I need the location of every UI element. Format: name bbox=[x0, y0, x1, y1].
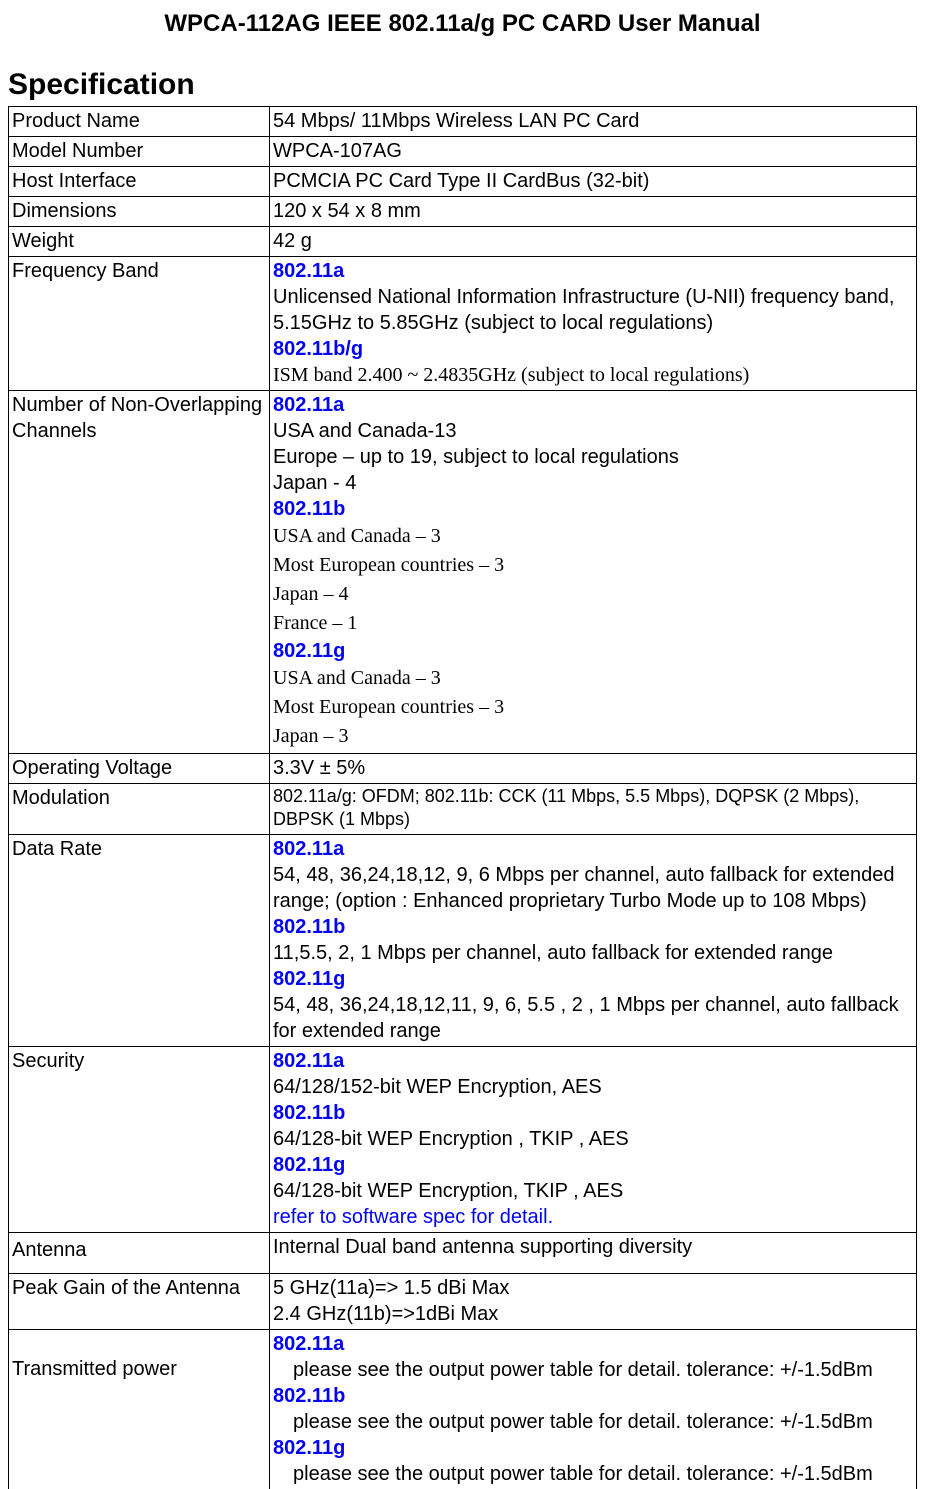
spec-subhead: 802.11g bbox=[273, 638, 913, 664]
table-row: Data Rate 802.11a 54, 48, 36,24,18,12, 9… bbox=[9, 834, 917, 1046]
spec-subhead: 802.11a bbox=[273, 1331, 913, 1357]
spec-text: 2.4 GHz(11b)=>1dBi Max bbox=[273, 1301, 913, 1327]
spec-text: 5.15GHz to 5.85GHz (subject to local reg… bbox=[273, 310, 913, 336]
spec-text: USA and Canada – 3 bbox=[273, 664, 913, 693]
section-heading: Specification bbox=[8, 68, 917, 102]
spec-subhead: 802.11a bbox=[273, 1048, 913, 1074]
spec-text: ISM band 2.400 ~ 2.4835GHz (subject to l… bbox=[273, 362, 913, 388]
spec-text: Japan – 4 bbox=[273, 580, 913, 609]
spec-value: Internal Dual band antenna supporting di… bbox=[270, 1232, 917, 1273]
spec-value: 802.11a 64/128/152-bit WEP Encryption, A… bbox=[270, 1046, 917, 1232]
table-row: Number of Non-Overlapping Channels 802.1… bbox=[9, 391, 917, 754]
spec-subhead: 802.11a bbox=[273, 836, 913, 862]
spec-text: 5 GHz(11a)=> 1.5 dBi Max bbox=[273, 1275, 913, 1301]
spec-label: Number of Non-Overlapping Channels bbox=[9, 391, 270, 754]
spec-text: USA and Canada-13 bbox=[273, 418, 913, 444]
table-row: Modulation 802.11a/g: OFDM; 802.11b: CCK… bbox=[9, 784, 917, 835]
spec-text: Most European countries – 3 bbox=[273, 693, 913, 722]
table-row: Host Interface PCMCIA PC Card Type II Ca… bbox=[9, 167, 917, 197]
spec-text: 11,5.5, 2, 1 Mbps per channel, auto fall… bbox=[273, 940, 913, 966]
spec-label: Weight bbox=[9, 227, 270, 257]
table-row: Operating Voltage 3.3V ± 5% bbox=[9, 754, 917, 784]
spec-label: Data Rate bbox=[9, 834, 270, 1046]
table-row: Dimensions 120 x 54 x 8 mm bbox=[9, 197, 917, 227]
table-row: Transmitted power 802.11a please see the… bbox=[9, 1329, 917, 1489]
spec-text: 54, 48, 36,24,18,12,11, 9, 6, 5.5 , 2 , … bbox=[273, 992, 913, 1044]
table-row: Model Number WPCA-107AG bbox=[9, 137, 917, 167]
spec-label: Operating Voltage bbox=[9, 754, 270, 784]
spec-text: Unlicensed National Information Infrastr… bbox=[273, 284, 913, 310]
table-row: Security 802.11a 64/128/152-bit WEP Encr… bbox=[9, 1046, 917, 1232]
spec-subhead: 802.11a bbox=[273, 258, 913, 284]
table-row: Weight 42 g bbox=[9, 227, 917, 257]
spec-subhead: 802.11b/g bbox=[273, 336, 913, 362]
spec-label: Security bbox=[9, 1046, 270, 1232]
spec-text: 64/128-bit WEP Encryption, TKIP , AES bbox=[273, 1178, 913, 1204]
spec-value: 802.11a Unlicensed National Information … bbox=[270, 257, 917, 391]
spec-subhead: 802.11g bbox=[273, 1152, 913, 1178]
spec-text: USA and Canada – 3 bbox=[273, 522, 913, 551]
spec-value: 802.11a 54, 48, 36,24,18,12, 9, 6 Mbps p… bbox=[270, 834, 917, 1046]
table-row: Antenna Internal Dual band antenna suppo… bbox=[9, 1232, 917, 1273]
spec-text: Europe – up to 19, subject to local regu… bbox=[273, 444, 913, 470]
spec-table: Product Name 54 Mbps/ 11Mbps Wireless LA… bbox=[8, 106, 917, 1489]
spec-label: Transmitted power bbox=[9, 1329, 270, 1489]
spec-text: Japan - 4 bbox=[273, 470, 913, 496]
spec-note: refer to software spec for detail. bbox=[273, 1204, 913, 1230]
spec-value: 3.3V ± 5% bbox=[270, 754, 917, 784]
spec-text: France – 1 bbox=[273, 609, 913, 638]
spec-text: Most European countries – 3 bbox=[273, 551, 913, 580]
spec-value: 802.11a please see the output power tabl… bbox=[270, 1329, 917, 1489]
spec-text: 64/128-bit WEP Encryption , TKIP , AES bbox=[273, 1126, 913, 1152]
spec-label: Frequency Band bbox=[9, 257, 270, 391]
spec-subhead: 802.11b bbox=[273, 496, 913, 522]
spec-text: please see the output power table for de… bbox=[273, 1357, 913, 1383]
table-row: Peak Gain of the Antenna 5 GHz(11a)=> 1.… bbox=[9, 1273, 917, 1329]
table-row: Frequency Band 802.11a Unlicensed Nation… bbox=[9, 257, 917, 391]
spec-label: Host Interface bbox=[9, 167, 270, 197]
spec-label: Model Number bbox=[9, 137, 270, 167]
spec-value: 802.11a USA and Canada-13 Europe – up to… bbox=[270, 391, 917, 754]
spec-text: Japan – 3 bbox=[273, 722, 913, 751]
spec-subhead: 802.11b bbox=[273, 1383, 913, 1409]
spec-label: Modulation bbox=[9, 784, 270, 835]
spec-subhead: 802.11g bbox=[273, 966, 913, 992]
spec-label: Peak Gain of the Antenna bbox=[9, 1273, 270, 1329]
spec-subhead: 802.11g bbox=[273, 1435, 913, 1461]
spec-label: Antenna bbox=[9, 1232, 270, 1273]
spec-label: Dimensions bbox=[9, 197, 270, 227]
spec-subhead: 802.11b bbox=[273, 1100, 913, 1126]
spec-value: WPCA-107AG bbox=[270, 137, 917, 167]
spec-value: 5 GHz(11a)=> 1.5 dBi Max 2.4 GHz(11b)=>1… bbox=[270, 1273, 917, 1329]
table-row: Product Name 54 Mbps/ 11Mbps Wireless LA… bbox=[9, 107, 917, 137]
spec-value: 54 Mbps/ 11Mbps Wireless LAN PC Card bbox=[270, 107, 917, 137]
page-title: WPCA-112AG IEEE 802.11a/g PC CARD User M… bbox=[8, 10, 917, 38]
spec-value: 42 g bbox=[270, 227, 917, 257]
spec-value: 802.11a/g: OFDM; 802.11b: CCK (11 Mbps, … bbox=[270, 784, 917, 835]
spec-text: 54, 48, 36,24,18,12, 9, 6 Mbps per chann… bbox=[273, 862, 913, 914]
spec-text: please see the output power table for de… bbox=[273, 1461, 913, 1487]
spec-subhead: 802.11a bbox=[273, 392, 913, 418]
spec-subhead: 802.11b bbox=[273, 914, 913, 940]
spec-value: 120 x 54 x 8 mm bbox=[270, 197, 917, 227]
spec-text: please see the output power table for de… bbox=[273, 1409, 913, 1435]
spec-text: 64/128/152-bit WEP Encryption, AES bbox=[273, 1074, 913, 1100]
spec-value: PCMCIA PC Card Type II CardBus (32-bit) bbox=[270, 167, 917, 197]
spec-label: Product Name bbox=[9, 107, 270, 137]
